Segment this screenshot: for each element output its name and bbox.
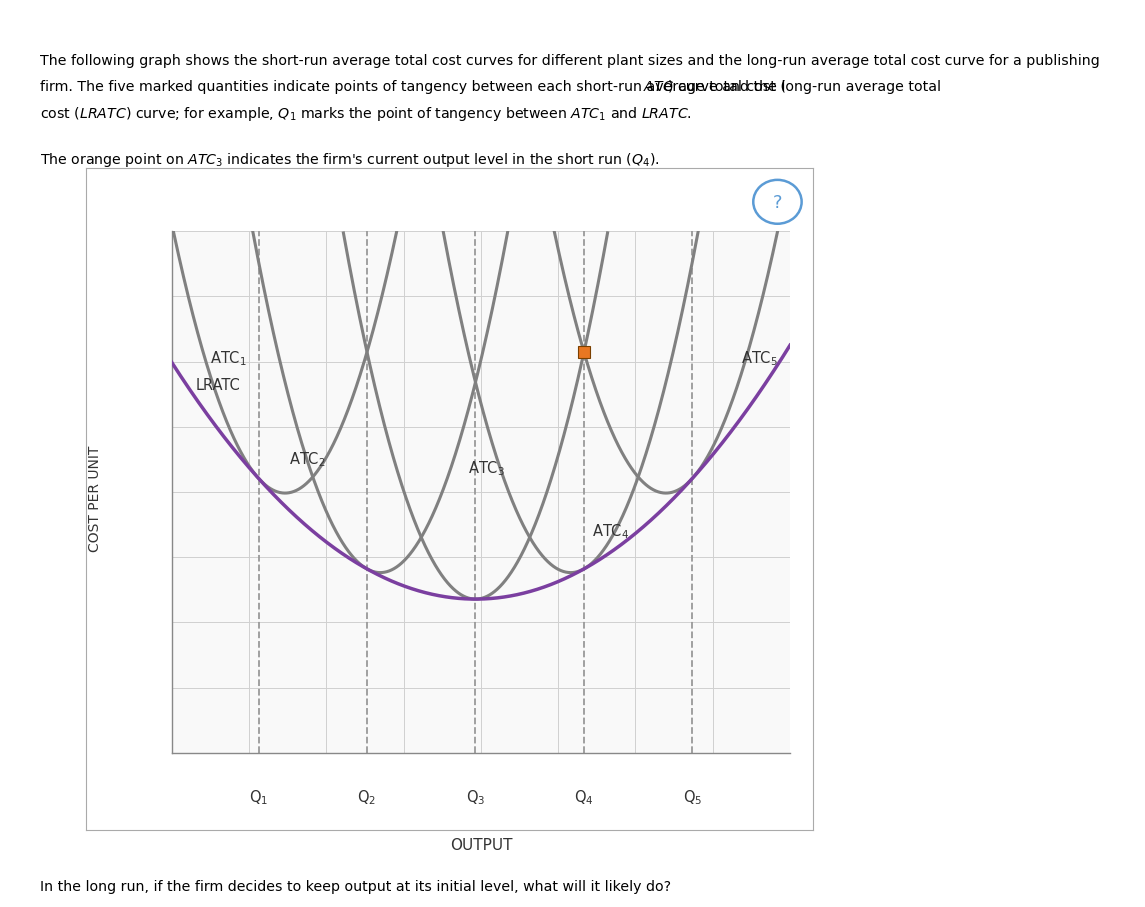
Text: ) curve and the long-run average total: ) curve and the long-run average total [668, 80, 940, 93]
Text: COST PER UNIT: COST PER UNIT [88, 445, 102, 552]
Text: cost ($\mathit{LRATC}$) curve; for example, $\mathit{Q}_1$ marks the point of ta: cost ($\mathit{LRATC}$) curve; for examp… [40, 105, 692, 123]
Text: Q$_4$: Q$_4$ [574, 788, 594, 807]
Text: Q$_3$: Q$_3$ [466, 788, 485, 807]
Text: ATC$_5$: ATC$_5$ [741, 350, 779, 368]
Text: ATC$_4$: ATC$_4$ [592, 522, 630, 541]
Text: firm. The five marked quantities indicate points of tangency between each short-: firm. The five marked quantities indicat… [40, 80, 785, 93]
Text: Q$_1$: Q$_1$ [248, 788, 268, 807]
Text: Q$_2$: Q$_2$ [357, 788, 377, 807]
Text: Q$_5$: Q$_5$ [682, 788, 702, 807]
Text: ATC$_2$: ATC$_2$ [289, 450, 325, 469]
Text: The orange point on $\mathit{ATC}_3$ indicates the firm's current output level i: The orange point on $\mathit{ATC}_3$ ind… [40, 151, 660, 169]
Text: ?: ? [773, 194, 782, 212]
Text: The following graph shows the short-run average total cost curves for different : The following graph shows the short-run … [40, 54, 1100, 68]
Text: $\mathit{ATC}$: $\mathit{ATC}$ [643, 80, 674, 93]
Text: ATC$_3$: ATC$_3$ [468, 460, 505, 478]
Text: LRATC: LRATC [196, 377, 240, 393]
Text: In the long run, if the firm decides to keep output at its initial level, what w: In the long run, if the firm decides to … [40, 880, 671, 893]
Text: ATC$_1$: ATC$_1$ [210, 350, 246, 368]
Text: OUTPUT: OUTPUT [450, 838, 512, 853]
